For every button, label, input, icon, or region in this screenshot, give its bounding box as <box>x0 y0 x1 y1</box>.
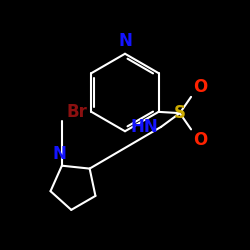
Text: HN: HN <box>131 118 158 136</box>
Text: Br: Br <box>66 103 87 121</box>
Text: N: N <box>53 145 67 163</box>
Text: S: S <box>174 104 186 122</box>
Text: N: N <box>118 32 132 50</box>
Text: O: O <box>193 78 207 96</box>
Text: O: O <box>193 130 207 148</box>
